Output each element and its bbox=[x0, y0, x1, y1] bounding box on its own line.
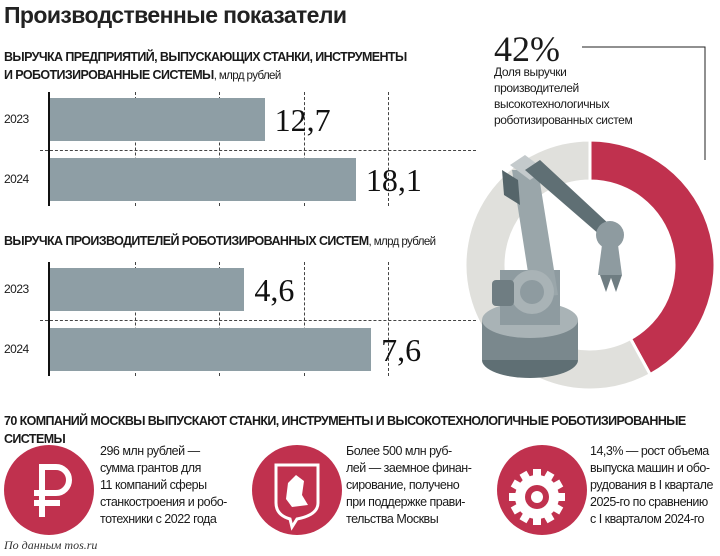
category-divider bbox=[40, 150, 476, 151]
info-line: 14,3% — рост объема bbox=[590, 444, 709, 458]
bar bbox=[50, 98, 265, 141]
moscow-coat-of-arms-icon bbox=[252, 445, 342, 535]
gridline bbox=[388, 262, 389, 376]
category-label: 2024 bbox=[4, 172, 29, 186]
ruble-icon bbox=[4, 445, 94, 535]
donut-caption-line: Доля выручки bbox=[494, 65, 567, 79]
info-line: выпуска машин и обо- bbox=[590, 461, 710, 475]
gridline bbox=[219, 262, 220, 376]
category-label: 2023 bbox=[4, 282, 29, 296]
bar bbox=[50, 158, 356, 201]
gridline bbox=[388, 92, 389, 206]
info-line: тотехники с 2022 года bbox=[100, 512, 217, 526]
gridline bbox=[303, 92, 305, 206]
bar bbox=[50, 268, 245, 311]
gridline bbox=[134, 262, 136, 376]
info-line: лей — заемное финан- bbox=[346, 461, 472, 475]
info-line: тельства Москвы bbox=[346, 512, 439, 526]
gridline bbox=[303, 262, 305, 376]
bar-value-label: 4,6 bbox=[254, 272, 295, 308]
gear-icon bbox=[497, 445, 587, 535]
info-line: 2025-го по сравнению bbox=[590, 495, 708, 509]
page-title: Производственные показатели bbox=[4, 2, 347, 28]
bar-value-label: 7,6 bbox=[381, 332, 422, 368]
bottom-heading: 70 КОМПАНИЙ МОСКВЫ ВЫПУСКАЮТ СТАНКИ, ИНС… bbox=[4, 414, 686, 446]
donut-caption-line: высокотехнологичных bbox=[494, 97, 610, 111]
chart1: 2023 12,7 2024 18,1 bbox=[0, 90, 480, 210]
bar bbox=[50, 328, 372, 371]
info-item-grants: 296 млн рублей — сумма грантов для 11 ко… bbox=[100, 443, 227, 528]
info-line: рудования в I квартале bbox=[590, 478, 713, 492]
bar-value-label: 18,1 bbox=[365, 162, 422, 198]
gridline bbox=[134, 92, 136, 206]
category-divider bbox=[40, 320, 476, 321]
chart1-title: ВЫРУЧКА ПРЕДПРИЯТИЙ, ВЫПУСКАЮЩИХ СТАНКИ,… bbox=[4, 48, 407, 85]
robot-arm-illustration bbox=[482, 155, 624, 378]
chart2-unit: , млрд рублей bbox=[368, 236, 437, 248]
chart2: 2023 4,6 2024 7,6 bbox=[0, 260, 480, 380]
category-label: 2023 bbox=[4, 112, 29, 126]
gridline bbox=[219, 92, 220, 206]
chart2-title-text: ВЫРУЧКА ПРОИЗВОДИТЕЛЕЙ РОБОТИЗИРОВАННЫХ … bbox=[4, 234, 369, 248]
y-axis bbox=[48, 262, 50, 376]
info-line: с I кварталом 2024-го bbox=[590, 512, 704, 526]
y-axis bbox=[48, 92, 50, 206]
category-label: 2024 bbox=[4, 342, 29, 356]
chart2-title: ВЫРУЧКА ПРОИЗВОДИТЕЛЕЙ РОБОТИЗИРОВАННЫХ … bbox=[4, 232, 436, 251]
source-note: По данным mos.ru bbox=[4, 538, 98, 552]
chart1-title-line2: И РОБОТИЗИРОВАННЫЕ СИСТЕМЫ bbox=[4, 68, 214, 82]
info-line: сумма грантов для bbox=[100, 461, 201, 475]
info-item-growth: 14,3% — рост объема выпуска машин и обо-… bbox=[590, 443, 713, 528]
info-line: станкостроения и робо- bbox=[100, 495, 227, 509]
info-line: сирование, получено bbox=[346, 478, 460, 492]
donut-segment-highlight bbox=[588, 138, 717, 377]
donut-chart bbox=[463, 46, 717, 392]
bar-value-label: 12,7 bbox=[274, 102, 331, 138]
donut-caption: Доля выручки производителей высокотехнол… bbox=[494, 64, 633, 128]
info-line: 11 компаний сферы bbox=[100, 478, 207, 492]
donut-caption-line: роботизированных систем bbox=[494, 113, 633, 127]
donut-value-label: 42% bbox=[494, 29, 560, 69]
info-line: 296 млн рублей — bbox=[100, 444, 200, 458]
leader-line bbox=[582, 46, 706, 160]
chart1-title-line1: ВЫРУЧКА ПРЕДПРИЯТИЙ, ВЫПУСКАЮЩИХ СТАНКИ,… bbox=[4, 50, 407, 64]
info-line: Более 500 млн руб- bbox=[346, 444, 452, 458]
info-item-financing: Более 500 млн руб- лей — заемное финан- … bbox=[346, 443, 472, 528]
info-line: при поддержке прави- bbox=[346, 495, 465, 509]
chart1-unit: , млрд рублей bbox=[213, 70, 282, 82]
donut-caption-line: производителей bbox=[494, 81, 579, 95]
